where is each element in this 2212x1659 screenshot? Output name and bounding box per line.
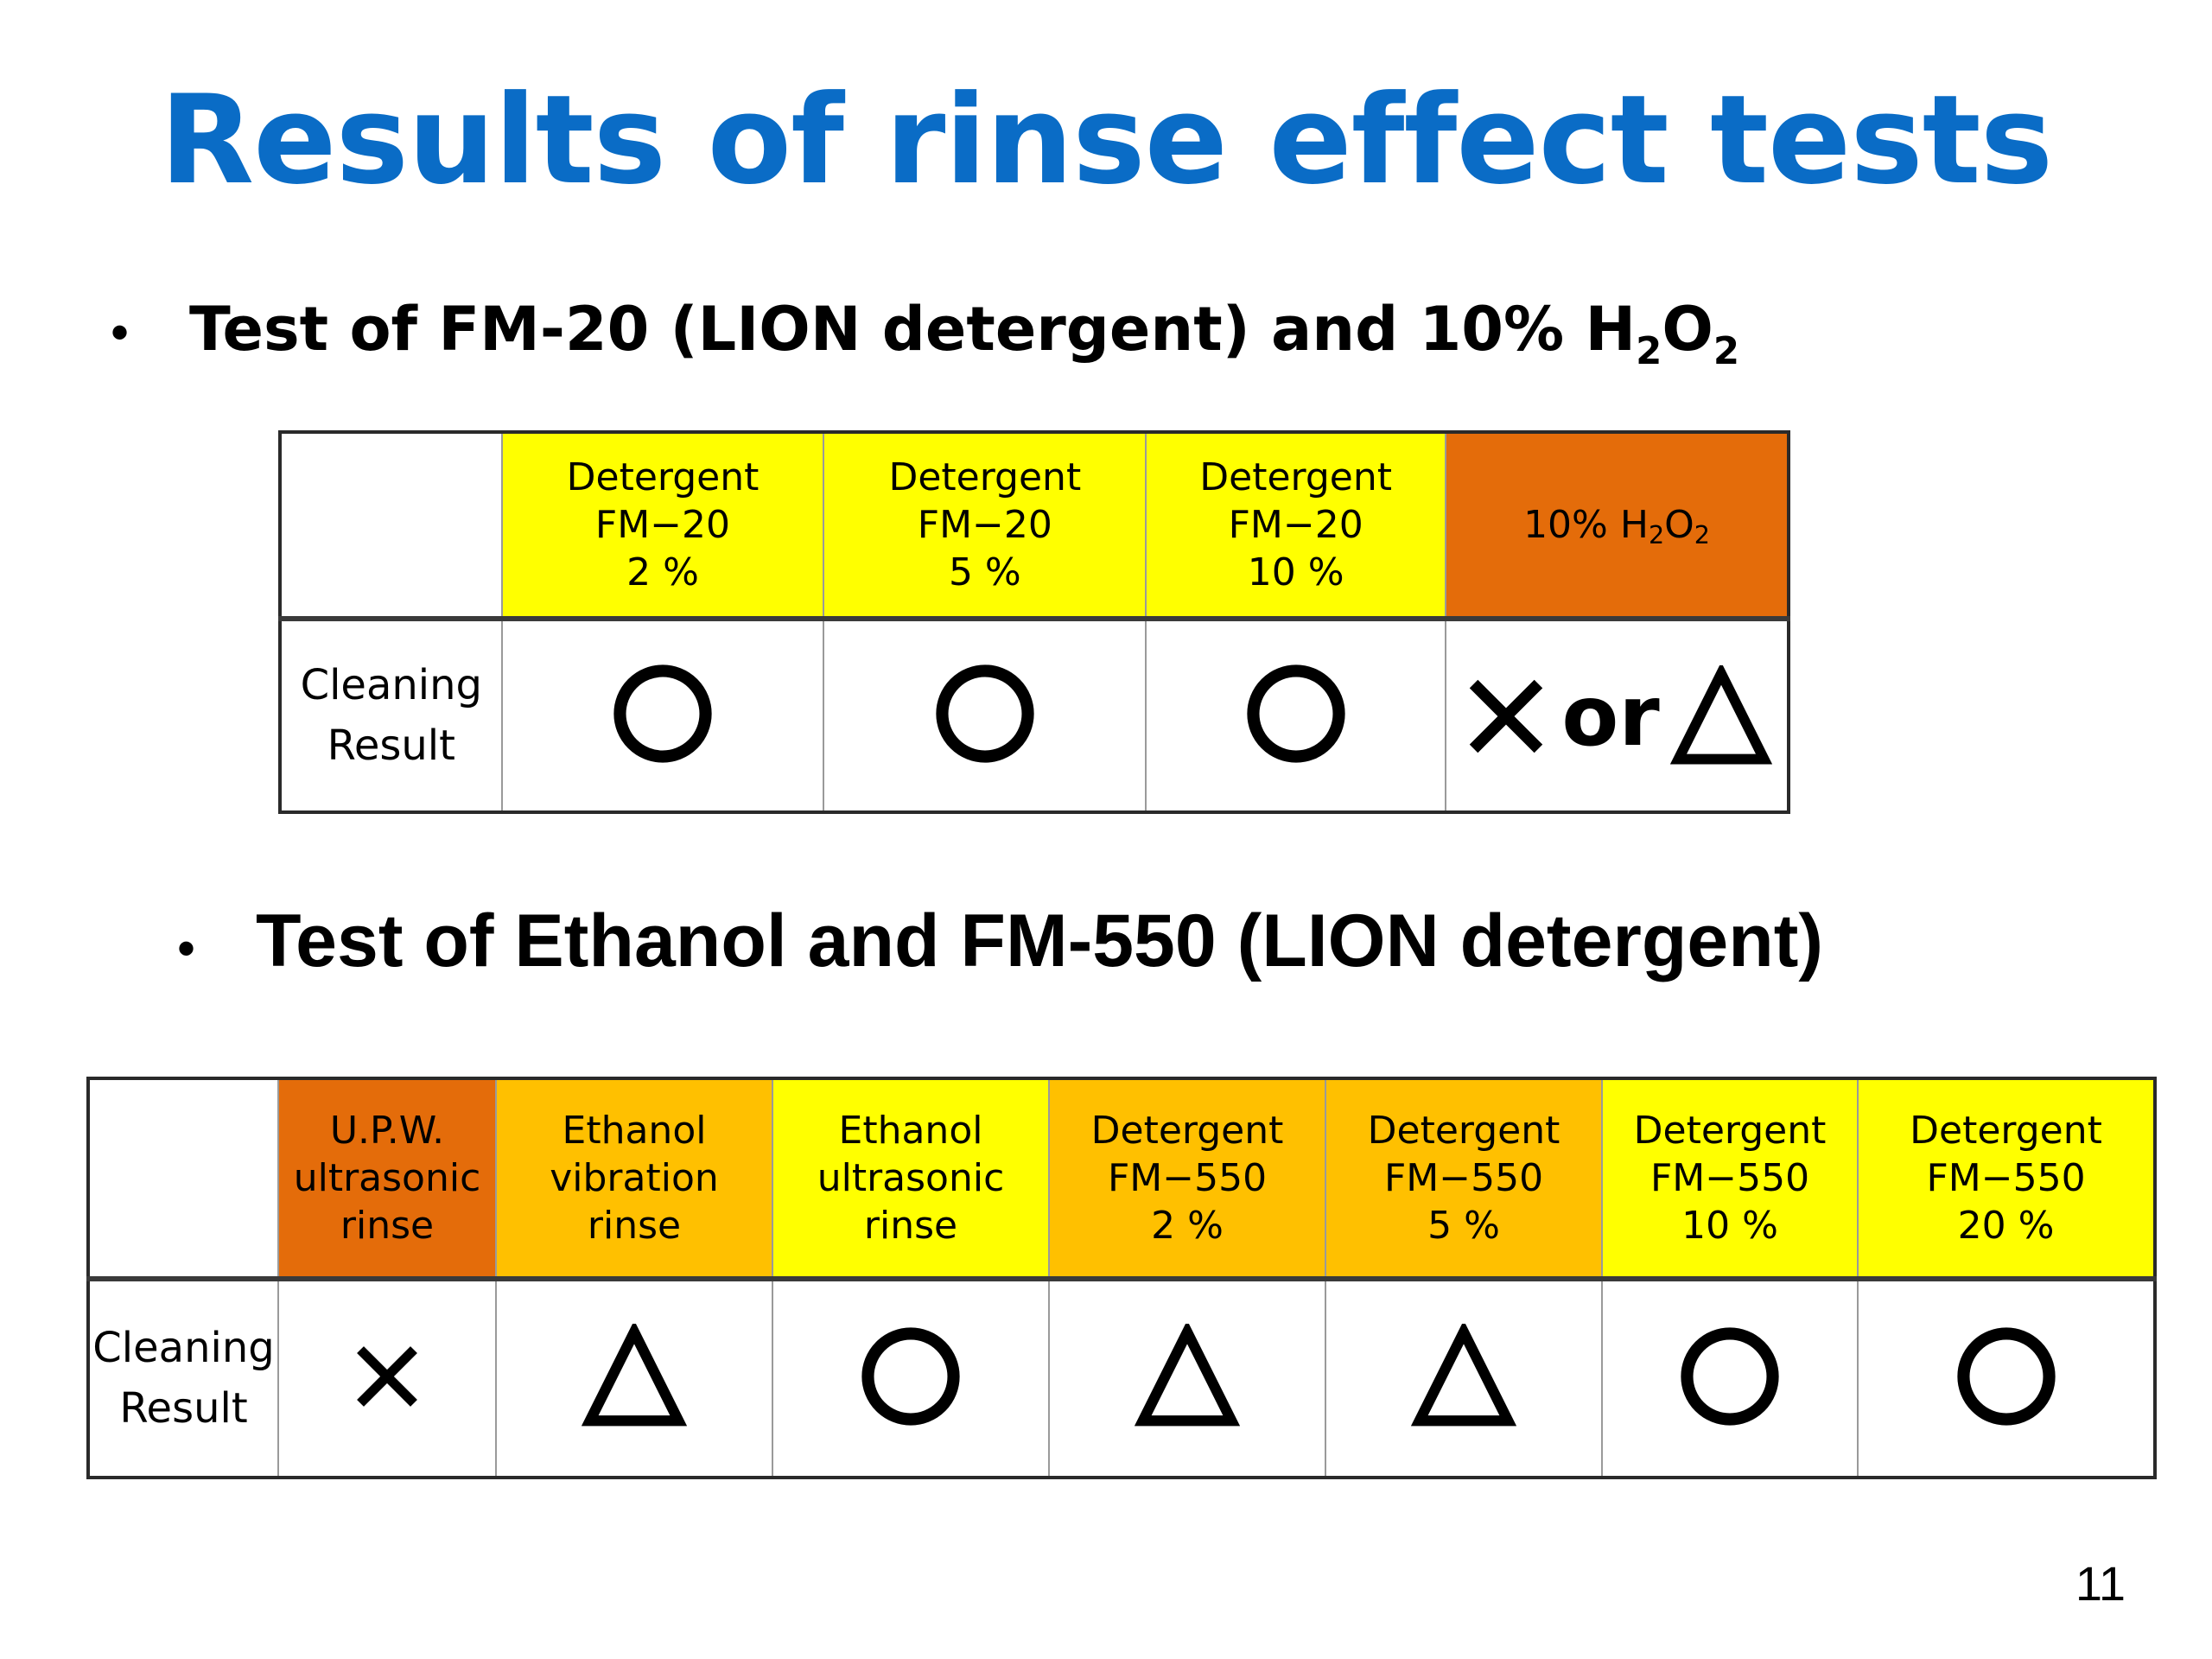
header-cell-fm20-10: Detergent FM−20 10 % — [1145, 431, 1447, 621]
page-number: 11 — [2075, 1556, 2126, 1611]
section1-heading: • Test of FM-20 (LION detergent) and 10%… — [111, 294, 1740, 374]
result-cell — [1145, 618, 1447, 813]
header-cell-fm550-2: Detergent FM−550 2 % — [1048, 1077, 1326, 1281]
header-cell-ethanol-vibration: Ethanol vibration rinse — [495, 1077, 773, 1281]
circle-icon — [612, 663, 714, 765]
bullet-point: • — [111, 303, 130, 361]
result-cell — [823, 618, 1147, 813]
row-label-cleaning-result: Cleaning Result — [87, 1278, 279, 1478]
header-blank-cell — [279, 431, 503, 621]
circle-icon — [934, 663, 1036, 765]
result-cell — [1601, 1278, 1859, 1478]
header-cell-fm20-5: Detergent FM−20 5 % — [823, 431, 1147, 621]
slide-title: Results of rinse effect tests — [159, 69, 2053, 212]
table-header-row: U.P.W. ultrasonic rinse Ethanol vibration ri… — [87, 1077, 2156, 1281]
circle-icon — [1679, 1325, 1781, 1427]
fm550-results-table: U.P.W. ultrasonic rinse Ethanol vibration ri… — [86, 1077, 2157, 1479]
table-header-row: Detergent FM−20 2 % Detergent FM−20 5 % Dete… — [279, 431, 1789, 621]
triangle-icon — [1411, 1324, 1516, 1429]
result-cell — [277, 1278, 497, 1478]
result-cross-or-triangle: or — [1461, 664, 1772, 767]
circle-icon — [1955, 1325, 2057, 1427]
triangle-icon — [582, 1324, 687, 1429]
section2-heading: • Test of Ethanol and FM-550 (LION deter… — [177, 899, 1823, 984]
header-cell-upw: U.P.W. ultrasonic rinse — [277, 1077, 497, 1281]
header-cell-h2o2: 10% H2O2 — [1445, 431, 1789, 621]
header-cell-fm550-20: Detergent FM−550 20 % — [1857, 1077, 2156, 1281]
circle-icon — [860, 1325, 962, 1427]
header-cell-ethanol-ultrasonic: Ethanol ultrasonic rinse — [772, 1077, 1050, 1281]
circle-icon — [1245, 663, 1347, 765]
result-cell-h2o2: or — [1445, 618, 1789, 813]
or-text: or — [1561, 667, 1660, 765]
cross-icon — [350, 1339, 424, 1414]
triangle-icon — [1669, 664, 1772, 767]
header-blank-cell — [87, 1077, 279, 1281]
bullet-point: • — [177, 919, 196, 977]
result-cell — [500, 618, 825, 813]
cross-icon — [1461, 671, 1551, 761]
table-result-row: Cleaning Result or — [279, 618, 1789, 813]
row-label-cleaning-result: Cleaning Result — [279, 618, 503, 813]
result-cell — [1325, 1278, 1603, 1478]
header-cell-fm20-2: Detergent FM−20 2 % — [500, 431, 825, 621]
result-cell — [772, 1278, 1050, 1478]
triangle-icon — [1135, 1324, 1240, 1429]
result-cell — [1048, 1278, 1326, 1478]
result-cell — [495, 1278, 773, 1478]
result-cell — [1857, 1278, 2156, 1478]
table-result-row: Cleaning Result — [87, 1278, 2156, 1478]
header-cell-fm550-10: Detergent FM−550 10 % — [1601, 1077, 1859, 1281]
section2-heading-text: Test of Ethanol and FM-550 (LION deterge… — [256, 899, 1824, 982]
header-cell-fm550-5: Detergent FM−550 5 % — [1325, 1077, 1603, 1281]
section1-heading-text: Test of FM-20 (LION detergent) and 10% H… — [189, 294, 1740, 374]
fm20-results-table: Detergent FM−20 2 % Detergent FM−20 5 % Dete… — [278, 430, 1790, 814]
